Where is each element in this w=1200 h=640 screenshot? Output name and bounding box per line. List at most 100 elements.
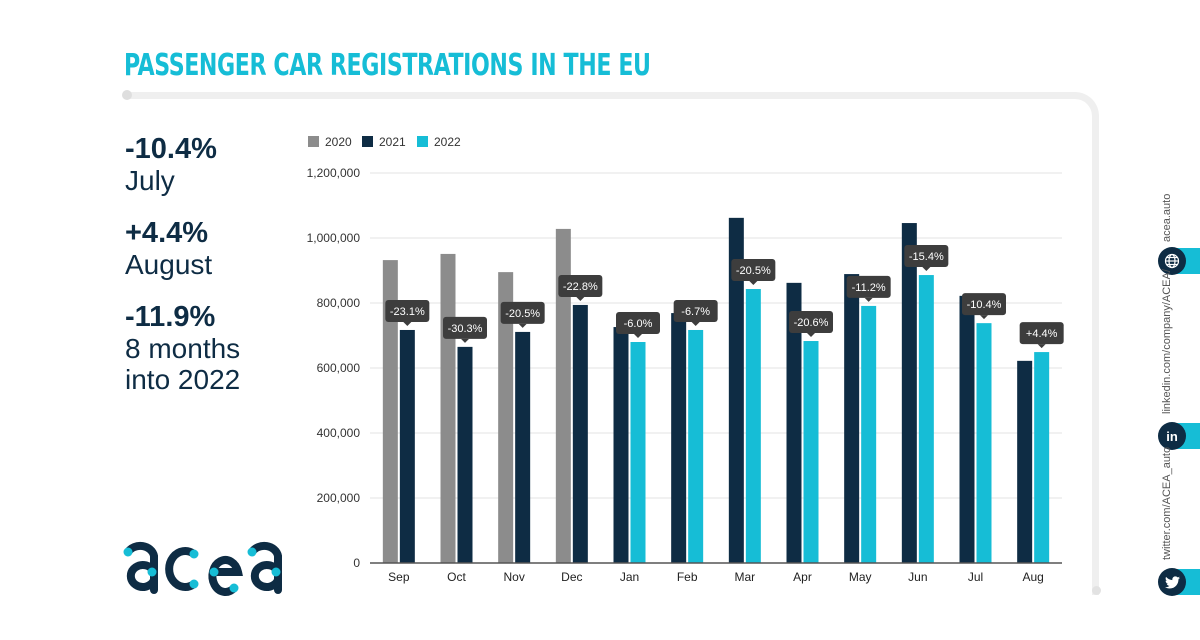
y-tick-label: 1,000,000 — [307, 231, 361, 245]
x-tick-label: Jul — [968, 570, 983, 584]
y-tick-label: 600,000 — [317, 361, 361, 375]
x-tick-label: Mar — [734, 570, 755, 584]
kpi-panel: -10.4% July +4.4% August -11.9% 8 months… — [125, 133, 255, 416]
change-label-bg — [616, 312, 660, 334]
change-label-bg — [500, 301, 545, 324]
bar-2020-oct — [440, 253, 456, 564]
x-tick-label: Sep — [388, 570, 410, 584]
change-label-text: -15.4% — [909, 251, 944, 263]
kpi-july: -10.4% July — [125, 133, 255, 196]
change-label-pointer — [576, 296, 585, 301]
change-label-bg — [443, 316, 487, 339]
x-tick-label: May — [849, 570, 872, 584]
change-label-bg — [731, 259, 776, 282]
x-tick-label: Apr — [793, 570, 812, 584]
change-label-pointer — [980, 315, 988, 320]
change-label: -20.6% — [789, 311, 833, 338]
change-label-pointer — [403, 321, 412, 326]
bar-2022-mar — [745, 289, 761, 563]
bar-2022-jun — [918, 275, 934, 563]
x-tick-label: Jun — [908, 570, 927, 584]
change-label-text: -30.3% — [448, 323, 483, 335]
bar-2022-jul — [976, 323, 992, 563]
globe-icon[interactable] — [1158, 247, 1186, 275]
y-tick-label: 400,000 — [317, 426, 361, 440]
x-tick-label: Oct — [447, 570, 466, 584]
legend-swatch-2022 — [417, 136, 428, 147]
bar-2022-jan — [630, 342, 646, 563]
bar-2021-jul — [959, 295, 975, 563]
change-label-bg — [904, 245, 949, 268]
change-label-text: -22.8% — [563, 281, 598, 293]
kpi-label: 8 months into 2022 — [125, 333, 241, 395]
change-label: -22.8% — [558, 274, 603, 301]
legend: 2020 2021 2022 — [308, 135, 461, 149]
change-label-text: -6.7% — [681, 306, 710, 318]
change-label-pointer — [634, 334, 642, 338]
bar-2022-apr — [803, 341, 819, 563]
legend-label-2020: 2020 — [325, 135, 352, 149]
kpi-value: -10.4% — [125, 133, 217, 165]
change-label-text: -20.5% — [736, 265, 771, 277]
bar-2021-jan — [613, 327, 629, 563]
linkedin-icon[interactable]: in — [1158, 422, 1186, 450]
change-label-pointer — [864, 297, 873, 302]
change-label-pointer — [807, 333, 815, 338]
change-label-bg — [558, 274, 603, 297]
legend-label-2022: 2022 — [434, 135, 461, 149]
kpi-value: -11.9% — [125, 301, 216, 333]
bar-2021-dec — [572, 304, 588, 563]
bar-2020-sep — [382, 260, 398, 563]
x-tick-label: Aug — [1022, 570, 1043, 584]
change-label-text: -10.4% — [967, 299, 1002, 311]
twitter-icon[interactable] — [1158, 568, 1186, 596]
bar-2022-aug — [1034, 352, 1050, 563]
bar-2021-oct — [457, 346, 473, 563]
bar-2020-dec — [555, 228, 571, 563]
social-website[interactable] — [1156, 247, 1200, 275]
kpi-label: July — [125, 165, 175, 196]
website-link[interactable]: acea.auto — [1161, 193, 1173, 242]
change-label: -20.5% — [500, 301, 545, 328]
y-tick-label: 0 — [353, 556, 360, 570]
kpi-value: +4.4% — [125, 217, 209, 249]
x-tick-label: Jan — [620, 570, 639, 584]
bar-2021-may — [844, 274, 860, 563]
legend-swatch-2020 — [308, 136, 319, 147]
change-label-bg — [846, 275, 891, 298]
y-tick-label: 800,000 — [317, 296, 361, 310]
change-label: -30.3% — [443, 316, 487, 343]
social-twitter[interactable] — [1156, 568, 1200, 596]
x-tick-label: Dec — [561, 570, 582, 584]
change-label: -11.2% — [846, 275, 891, 302]
change-label-pointer — [749, 281, 758, 286]
social-sidebar: acea.auto in linkedin.com/company/ACEA/ … — [1150, 0, 1200, 640]
y-tick-label: 1,200,000 — [307, 166, 361, 180]
bar-2021-apr — [786, 282, 802, 563]
bar-2022-feb — [688, 329, 704, 563]
change-label-pointer — [518, 323, 527, 328]
bar-2021-sep — [399, 329, 415, 563]
social-linkedin[interactable]: in — [1156, 422, 1200, 450]
legend-swatch-2021 — [362, 136, 373, 147]
change-label-pointer — [691, 321, 700, 326]
change-label: -10.4% — [962, 293, 1006, 320]
twitter-link[interactable]: twitter.com/ACEA_auto — [1161, 446, 1173, 560]
legend-label-2021: 2021 — [379, 135, 406, 149]
change-label-pointer — [461, 338, 469, 343]
bar-2022-may — [861, 305, 877, 563]
y-tick-label: 200,000 — [317, 491, 361, 505]
change-label: -23.1% — [385, 299, 430, 326]
change-label-text: -6.0% — [624, 318, 653, 330]
change-label: -15.4% — [904, 245, 949, 272]
acea-logo — [123, 541, 282, 596]
linkedin-link[interactable]: linkedin.com/company/ACEA/ — [1161, 269, 1173, 414]
x-tick-label: Feb — [677, 570, 698, 584]
decorative-frame — [124, 92, 1099, 595]
bar-2021-nov — [515, 331, 531, 563]
change-label: -6.7% — [673, 299, 718, 326]
change-label-bg — [962, 293, 1006, 316]
change-label: +4.4% — [1019, 322, 1064, 349]
frame-dot — [122, 90, 132, 100]
